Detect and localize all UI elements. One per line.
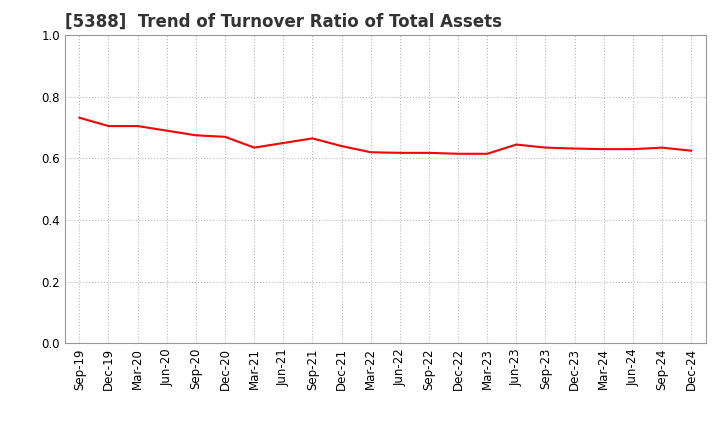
Text: [5388]  Trend of Turnover Ratio of Total Assets: [5388] Trend of Turnover Ratio of Total … [65,13,502,31]
